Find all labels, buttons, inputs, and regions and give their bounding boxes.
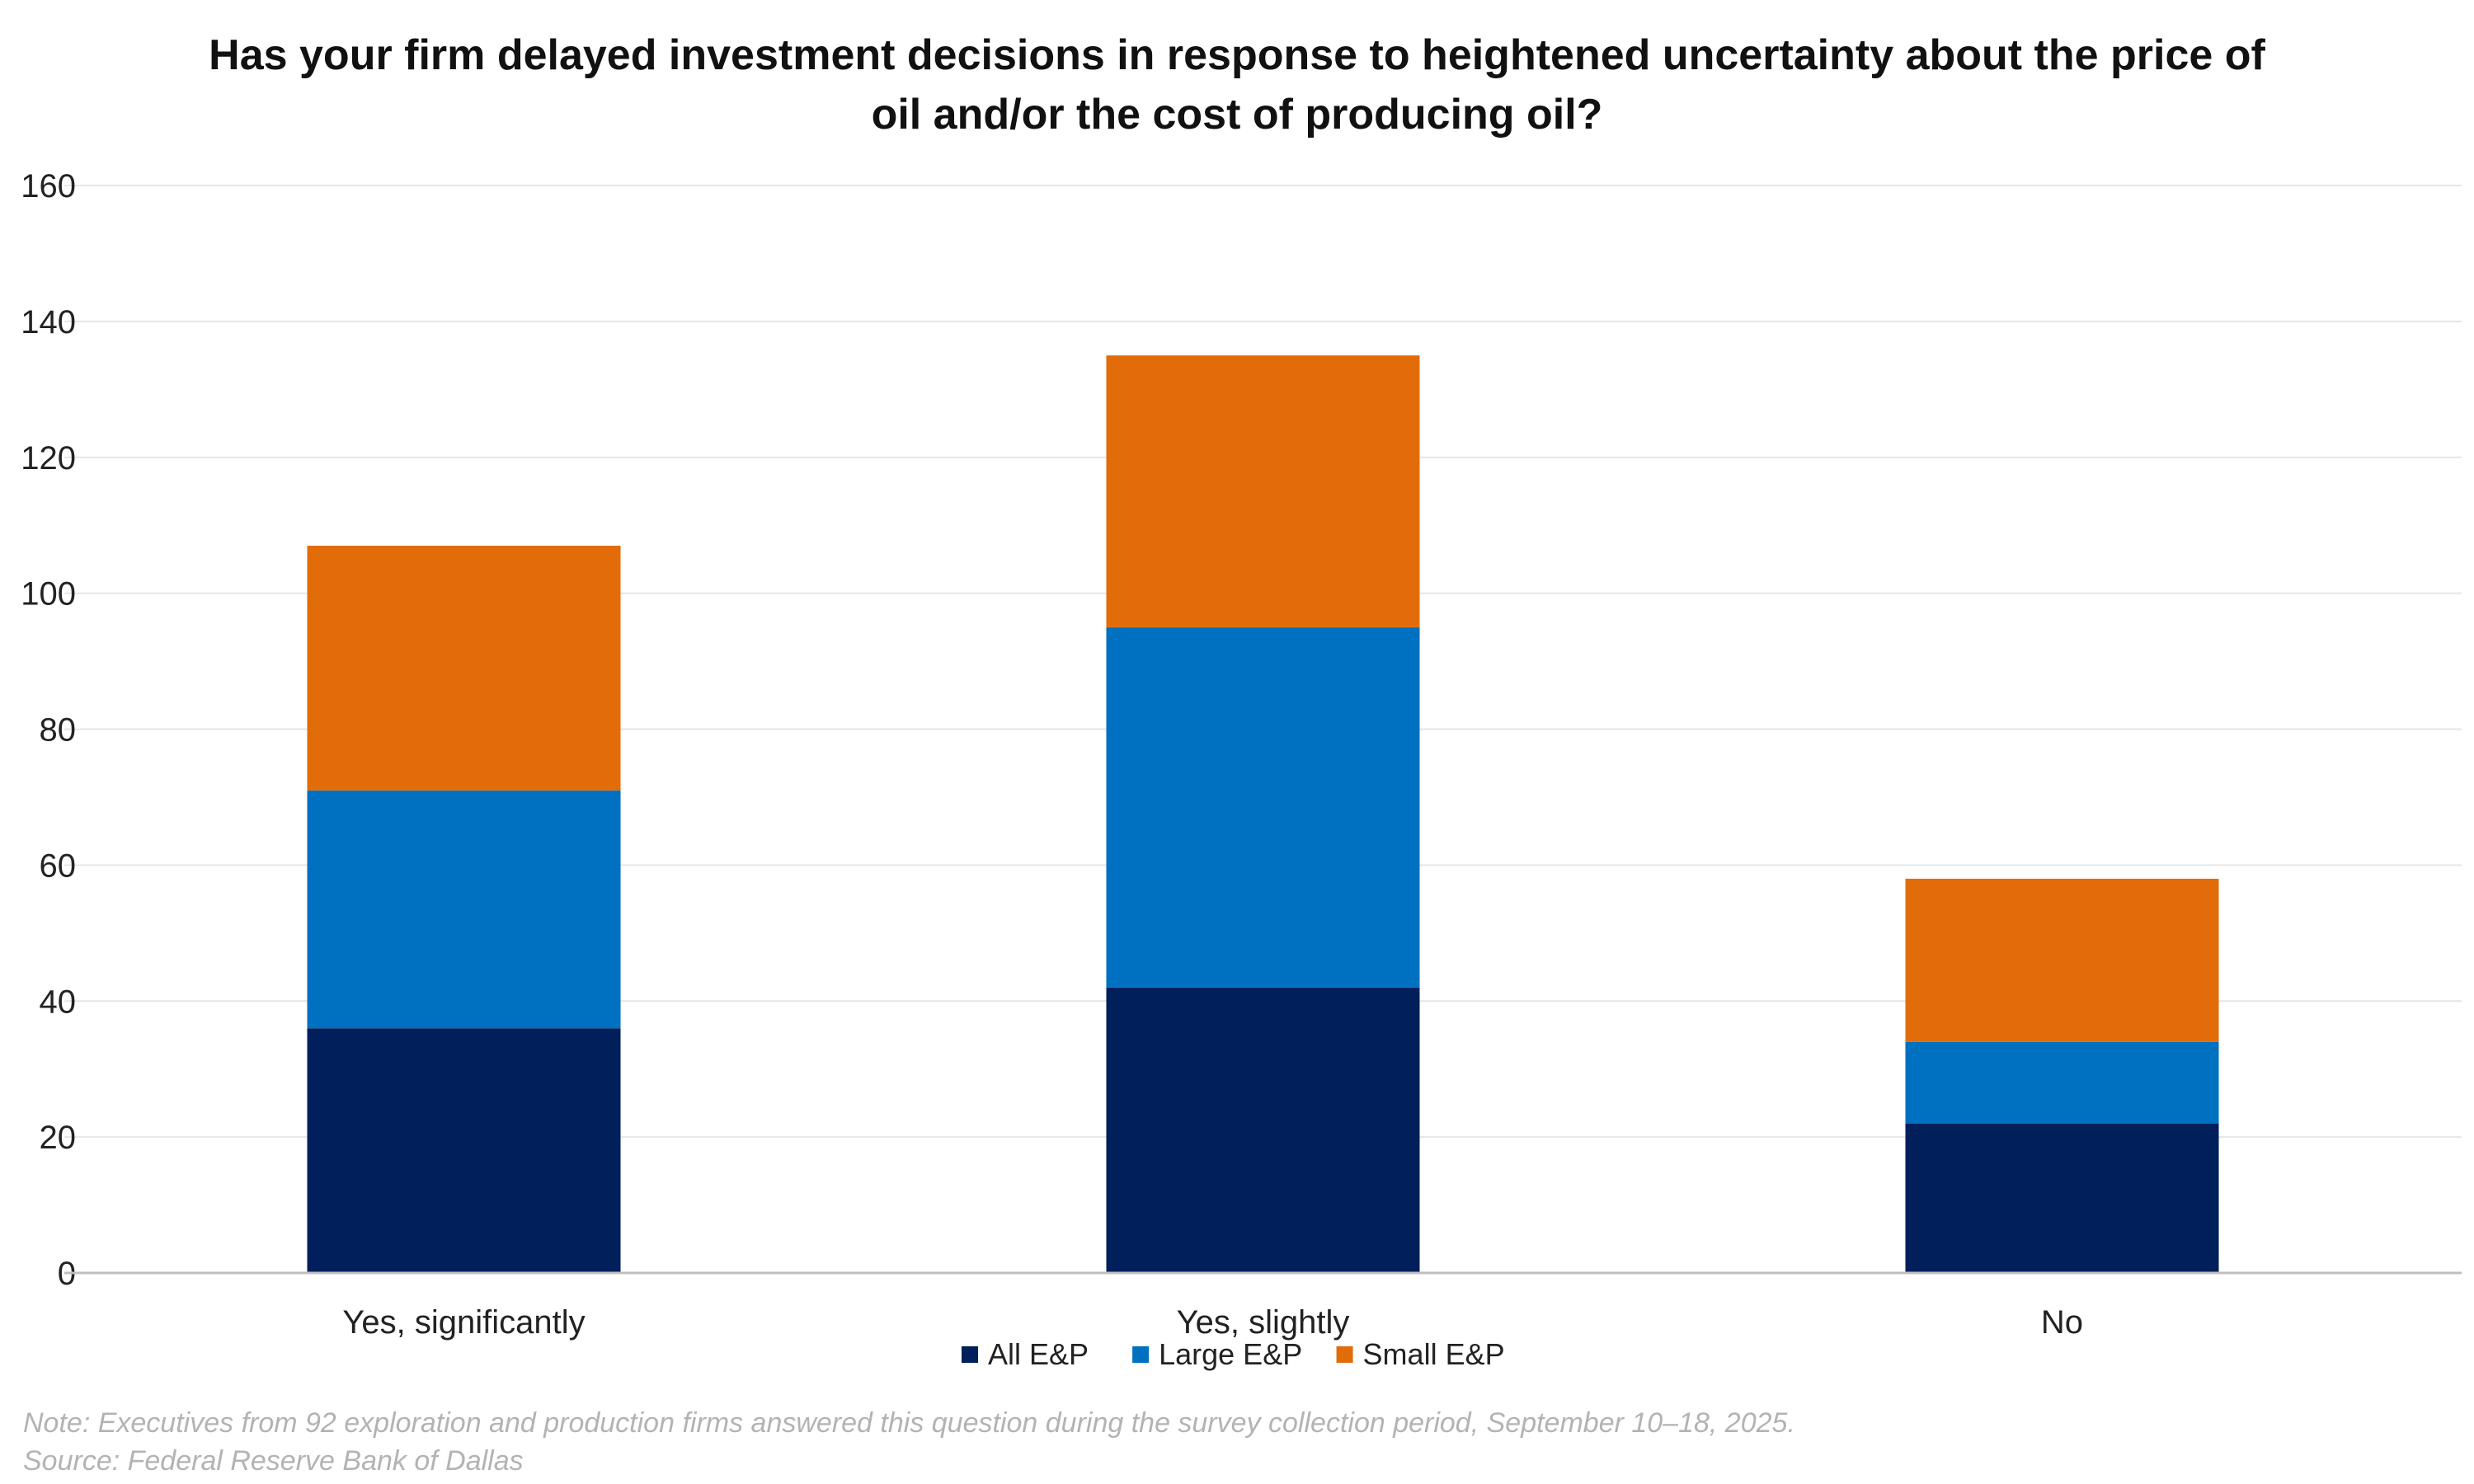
bar-segment [307, 1028, 621, 1273]
chart-title: Has your firm delayed investment decisio… [209, 31, 2265, 139]
chart-title-line-1: Has your firm delayed investment decisio… [209, 31, 2265, 79]
y-tick-label: 60 [40, 848, 77, 884]
legend-label: Large E&P [1159, 1337, 1302, 1371]
x-axis-categories: Yes, significantly Yes, slightly No [342, 1304, 2083, 1341]
footnotes: Note: Executives from 92 exploration and… [23, 1407, 1795, 1477]
source-text: Source: Federal Reserve Bank of Dallas [23, 1445, 524, 1477]
bar-segment [1905, 1123, 2219, 1273]
legend-swatch [1336, 1346, 1353, 1363]
chart-title-line-2: oil and/or the cost of producing oil? [872, 91, 1603, 139]
y-tick-label: 40 [40, 984, 77, 1020]
y-tick-label: 160 [21, 168, 76, 204]
x-category-label: Yes, slightly [1177, 1304, 1350, 1341]
bar-segment [1106, 355, 1420, 627]
bar-segment [1905, 878, 2219, 1042]
y-tick-label: 120 [21, 440, 76, 477]
bar-segment [307, 545, 621, 791]
y-tick-label: 20 [40, 1120, 77, 1156]
legend-label: All E&P [988, 1337, 1089, 1371]
legend: All E&P Large E&P Small E&P [962, 1337, 1505, 1371]
bar-segment [1106, 627, 1420, 988]
x-category-label: Yes, significantly [342, 1304, 585, 1341]
y-tick-label: 80 [40, 712, 77, 749]
y-tick-label: 140 [21, 304, 76, 340]
legend-swatch [1132, 1346, 1150, 1363]
bar-segment [1106, 987, 1420, 1273]
x-category-label: No [2041, 1304, 2083, 1341]
bars [307, 355, 2219, 1273]
y-tick-label: 100 [21, 576, 76, 613]
legend-label: Small E&P [1363, 1337, 1505, 1371]
bar-segment [307, 790, 621, 1029]
bar-segment [1905, 1041, 2219, 1124]
legend-swatch [962, 1346, 978, 1363]
note-text: Note: Executives from 92 exploration and… [23, 1407, 1795, 1439]
